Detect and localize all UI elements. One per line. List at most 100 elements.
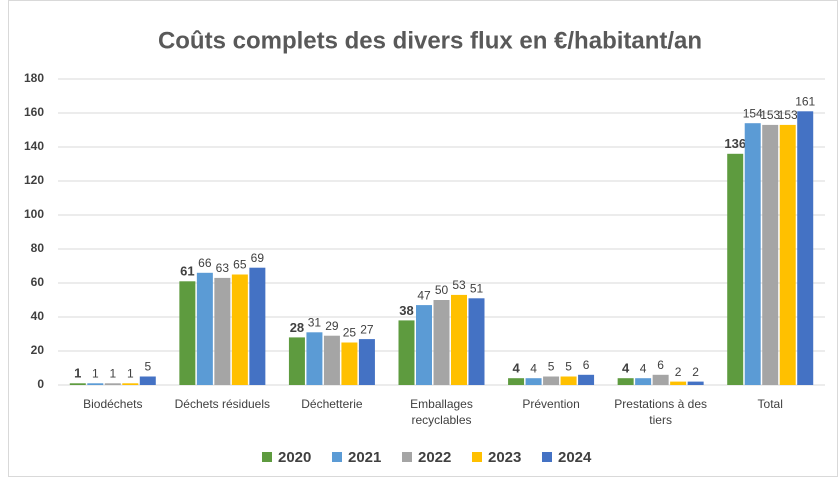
bar: [543, 376, 560, 385]
data-label: 136: [724, 136, 746, 151]
data-label: 1: [127, 366, 134, 380]
data-label: 153: [760, 108, 780, 122]
x-tick-label: Déchetterie: [301, 397, 363, 411]
data-label: 27: [360, 322, 374, 336]
data-label: 2: [675, 365, 682, 379]
bar: [797, 111, 814, 386]
y-tick-label: 40: [31, 309, 45, 323]
y-tick-label: 100: [24, 207, 44, 221]
bar: [249, 267, 266, 385]
bar: [87, 383, 104, 385]
x-tick-label: Prestations à des tiers: [614, 397, 707, 427]
bar: [122, 383, 139, 385]
bar: [762, 124, 779, 386]
data-label: 1: [92, 366, 99, 380]
data-label: 5: [144, 360, 151, 374]
bar: [139, 376, 156, 385]
bar: [779, 124, 796, 386]
bar: [433, 300, 450, 385]
bar: [687, 381, 704, 385]
data-label: 61: [180, 264, 194, 279]
data-label: 153: [778, 108, 798, 122]
legend-swatch: [332, 452, 342, 462]
bar: [508, 378, 525, 385]
legend-swatch: [472, 452, 482, 462]
bar: [214, 277, 231, 385]
bar: [398, 320, 415, 385]
legend-label: 2020: [278, 449, 311, 466]
bar: [617, 378, 634, 385]
bar: [525, 378, 542, 385]
y-tick-label: 160: [24, 105, 44, 119]
y-tick-label: 0: [37, 377, 44, 391]
legend-label: 2024: [558, 449, 592, 466]
data-label: 1: [74, 366, 81, 381]
data-label: 28: [290, 320, 304, 335]
data-label: 31: [308, 315, 322, 329]
data-label: 66: [198, 256, 212, 270]
data-label: 4: [530, 361, 537, 375]
data-label: 6: [657, 358, 664, 372]
y-tick-label: 180: [24, 71, 44, 85]
bar: [231, 274, 248, 385]
legend-label: 2023: [488, 449, 521, 466]
bar: [578, 374, 595, 385]
data-label: 2: [692, 365, 699, 379]
x-tick-label: Déchets résiduels: [174, 397, 271, 411]
data-label: 69: [251, 251, 265, 265]
chart-border: [8, 0, 838, 477]
bar: [104, 383, 121, 385]
x-tick-label: Biodéchets: [83, 397, 143, 411]
bar: [288, 337, 305, 385]
bar: [652, 374, 669, 385]
legend-swatch: [402, 452, 412, 462]
bar: [69, 383, 86, 385]
data-label: 4: [640, 361, 647, 375]
x-tick-label: Total: [757, 397, 783, 411]
legend-label: 2022: [418, 449, 451, 466]
legend-swatch: [542, 452, 552, 462]
legend-label: 2021: [348, 449, 381, 466]
x-tick-label: Prévention: [522, 397, 580, 411]
bar: [635, 378, 652, 385]
data-label: 6: [583, 358, 590, 372]
data-label: 25: [343, 326, 357, 340]
y-tick-label: 20: [31, 343, 45, 357]
data-label: 29: [325, 319, 339, 333]
bar: [196, 272, 213, 385]
bar: [468, 298, 485, 385]
bar: [323, 335, 340, 385]
bar: [451, 294, 467, 385]
data-label: 53: [452, 278, 466, 292]
data-label: 51: [470, 281, 484, 295]
data-label: 63: [216, 261, 230, 275]
bar: [179, 281, 196, 385]
data-label: 154: [743, 106, 763, 120]
bar: [416, 305, 432, 385]
y-tick-label: 60: [31, 275, 45, 289]
bar: [341, 342, 358, 385]
bar: [358, 339, 375, 385]
legend-swatch: [262, 452, 272, 462]
data-label: 5: [565, 360, 572, 374]
data-label: 5: [548, 360, 555, 374]
bar: [744, 123, 761, 385]
y-tick-label: 140: [24, 139, 44, 153]
data-label: 47: [417, 288, 431, 302]
bar: [306, 332, 323, 385]
data-label: 50: [435, 283, 449, 297]
bar: [560, 376, 577, 385]
data-label: 65: [233, 258, 247, 272]
data-label: 1: [109, 366, 116, 380]
data-label: 161: [795, 94, 815, 108]
bar: [727, 153, 744, 385]
data-label: 38: [399, 303, 413, 318]
data-label: 4: [622, 361, 630, 376]
x-tick-label: Emballages recyclables: [410, 397, 473, 427]
data-label: 4: [512, 361, 520, 376]
y-tick-label: 120: [24, 173, 44, 187]
y-tick-label: 80: [31, 241, 45, 255]
bar: [670, 381, 687, 385]
